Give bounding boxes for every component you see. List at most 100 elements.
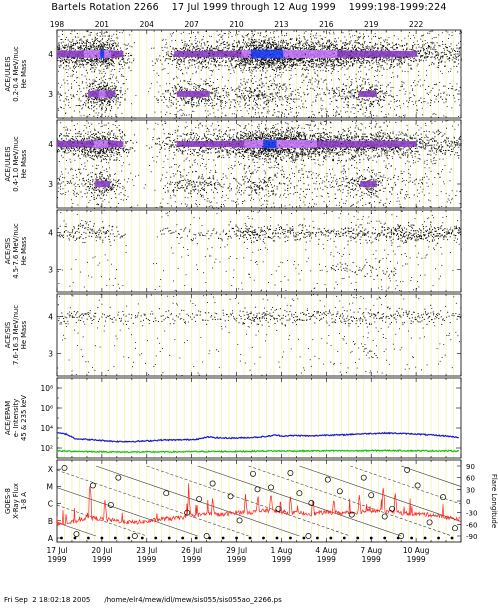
panel-6-right-tick--30: -30 — [466, 510, 477, 518]
panel-5-ytick-8: 10⁸ — [40, 384, 53, 393]
panel-1-ytick-3: 3 — [48, 90, 53, 99]
flare-marker — [368, 492, 375, 499]
series-45-keV — [56, 431, 460, 443]
flare-marker — [196, 496, 203, 503]
top-tick-label-210: 210 — [229, 20, 244, 29]
panel-4-ytick-3: 3 — [48, 350, 53, 359]
panel-6-right-tick-30: 30 — [466, 486, 475, 494]
footer: Fri Sep 2 18:02:18 2005/home/elr4/mew/id… — [4, 596, 282, 604]
panel-5: ACE/EPAM e- Intensity 45 & 235 keV 10⁸ 10⁶ 10… — [4, 377, 462, 459]
panel-6-ytick-C: C — [48, 500, 53, 509]
x-label-201: 20 Jul — [91, 546, 112, 555]
panel-2-ylabel-line-2: 0.4-1.0 MeV/nuc — [12, 136, 20, 192]
panel-5-ytick-2: 10² — [40, 444, 53, 453]
panel-4: ACE/SIS 7.6-16.3 MeV/nuc He Mass 4 3 — [4, 293, 462, 377]
panel-4-points — [57, 294, 462, 377]
x-label-207: 26 Jul — [181, 546, 202, 555]
band-He-3 — [57, 120, 462, 209]
x-label-222: 10 Aug — [403, 546, 430, 555]
flare-marker — [389, 505, 396, 512]
flare-marker — [227, 493, 234, 500]
flare-marker — [452, 525, 458, 532]
panel-1-ylabel-line-3: He Mass — [20, 59, 28, 88]
x-year-216: 1999 — [317, 555, 336, 564]
x-year-210: 1999 — [227, 555, 246, 564]
panel-4-ylabel-line-3: He Mass — [20, 320, 28, 349]
band-He-3 — [57, 30, 462, 119]
panel-6-ylabel-line-1: GOES-8 — [4, 488, 12, 514]
panel-3-ylabel-line-1: ACE/SIS — [4, 238, 12, 265]
flare-marker — [184, 509, 191, 516]
series-235-keV — [56, 449, 460, 454]
flare-marker — [308, 499, 315, 506]
band-He-4 — [57, 30, 462, 119]
panel-6-right-tick-90: 90 — [466, 463, 475, 471]
top-tick-label-204: 204 — [140, 20, 155, 29]
x-year-204: 1999 — [137, 555, 156, 564]
panel-4-ylabel-line-1: ACE/SIS — [4, 322, 12, 349]
panel-6-ylabel-line-3: 1-8 A — [20, 492, 28, 510]
panel-4-ytick-4: 4 — [48, 312, 53, 321]
panel-5-ylabel-line-1: ACE/EPAM — [4, 401, 12, 435]
page-title: Bartels Rotation 2266 17 Jul 1999 throug… — [51, 2, 447, 13]
flare-marker — [381, 513, 388, 520]
flare-markers — [60, 464, 458, 540]
panel-6-right-tick-60: 60 — [466, 475, 475, 483]
flare-marker — [254, 486, 261, 493]
panel-2-ytick-4: 4 — [48, 140, 53, 149]
x-label-213: 1 Aug — [271, 546, 293, 555]
flare-marker — [107, 501, 114, 508]
x-label-219: 7 Aug — [360, 546, 382, 555]
panel-5-ytick-6: 10⁶ — [40, 404, 53, 413]
panel-1-ylabel-line-2: 0.2-0.4 MeV/nuc — [12, 46, 20, 102]
top-tick-label-201: 201 — [95, 20, 110, 29]
panel-1-points — [57, 30, 462, 119]
panel-6-ytick-A: A — [48, 534, 54, 543]
flare-marker — [398, 533, 405, 539]
x-year-201: 1999 — [92, 555, 111, 564]
band-He-4 — [57, 120, 462, 209]
band-He-4 — [57, 210, 462, 293]
x-label-204: 23 Jul — [136, 546, 157, 555]
panel-2-ytick-3: 3 — [48, 180, 53, 189]
panel-4-frame — [56, 293, 462, 377]
top-tick-label-198: 198 — [50, 20, 65, 29]
band-He-3 — [339, 296, 388, 377]
panel-3-ytick-3: 3 — [48, 266, 53, 275]
flare-marker — [348, 511, 355, 518]
day-grid-lines — [56, 30, 462, 542]
band-He-3 — [322, 210, 403, 293]
flare-marker — [203, 533, 210, 539]
rotation-tracks — [56, 465, 462, 537]
x-label-216: 4 Aug — [315, 546, 337, 555]
flare-marker — [287, 470, 294, 476]
flare-marker — [115, 474, 122, 481]
xray-flux-line — [56, 483, 460, 526]
flare-marker — [324, 476, 331, 483]
flare-longitude-label: Flare Longitude — [490, 474, 498, 528]
panel-2-ylabel-line-1: ACE/ULEIS — [4, 146, 12, 181]
panel-5-ylabel-line-3: 45 & 235 keV — [20, 395, 28, 441]
flare-marker — [89, 482, 96, 489]
panel-6-ylabel-line-2: X-Ray Flux — [12, 483, 20, 519]
top-tick-label-219: 219 — [364, 20, 379, 29]
x-label-210: 29 Jul — [226, 546, 247, 555]
flare-marker — [414, 482, 421, 489]
x-year-219: 1999 — [362, 555, 381, 564]
panel-3-points — [57, 210, 462, 293]
flare-marker — [61, 464, 68, 471]
band-He-4 — [57, 294, 462, 377]
flare-marker — [268, 484, 274, 491]
x-year-213: 1999 — [272, 555, 291, 564]
panel-6-ytick-B: B — [48, 517, 53, 526]
panel-3-ytick-4: 4 — [48, 228, 53, 237]
top-tick-label-216: 216 — [319, 20, 334, 29]
print-timestamp: Fri Sep 2 18:02:18 2005 — [4, 596, 91, 604]
panel-3-frame — [56, 209, 462, 293]
panel-2-frame — [56, 119, 462, 209]
panel-6-ytick-M: M — [47, 482, 53, 491]
panel-2-ylabel-line-3: He Mass — [20, 149, 28, 178]
